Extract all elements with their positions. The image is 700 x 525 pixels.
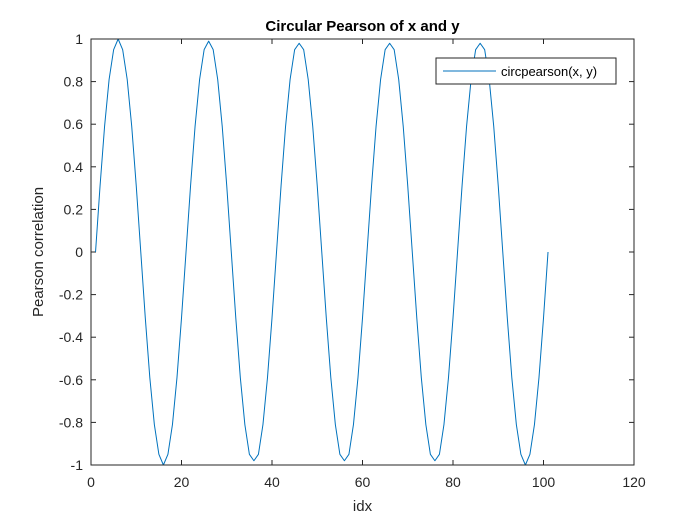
x-tick-label: 80 xyxy=(445,474,461,490)
x-tick-label: 20 xyxy=(174,474,190,490)
x-tick-label: 60 xyxy=(355,474,371,490)
tick-labels: 0 20 40 60 80 100 120 -1 -0.8 -0.6 -0.4 -0.2 0 0.2 0.4… xyxy=(59,31,646,490)
legend-entry-circpearson: circpearson(x, y) xyxy=(501,64,597,79)
y-axis-label: Pearson correlation xyxy=(30,187,47,317)
axes-box xyxy=(90,38,635,466)
x-tick-label: 100 xyxy=(532,474,556,490)
x-tick-label: 40 xyxy=(264,474,280,490)
y-tick-label: 1 xyxy=(75,31,83,47)
y-tick-label: 0 xyxy=(75,244,83,260)
x-tick-label: 0 xyxy=(87,474,95,490)
y-tick-label: -0.6 xyxy=(59,372,83,388)
x-axis-label: idx xyxy=(353,498,373,515)
plot-area xyxy=(91,39,634,465)
y-tick-label: -0.4 xyxy=(59,329,83,345)
y-tick-label: 0.2 xyxy=(64,201,84,217)
y-tick-label: 0.4 xyxy=(64,159,84,175)
y-tick-label: -0.2 xyxy=(59,287,83,303)
x-tick-label: 120 xyxy=(622,474,646,490)
legend: circpearson(x, y) xyxy=(435,57,617,85)
y-tick-label: -0.8 xyxy=(59,414,83,430)
chart-title: Circular Pearson of x and y xyxy=(265,18,460,35)
y-tick-label: 0.8 xyxy=(64,74,84,90)
y-tick-label: -1 xyxy=(71,457,84,473)
y-tick-label: 0.6 xyxy=(64,116,84,132)
